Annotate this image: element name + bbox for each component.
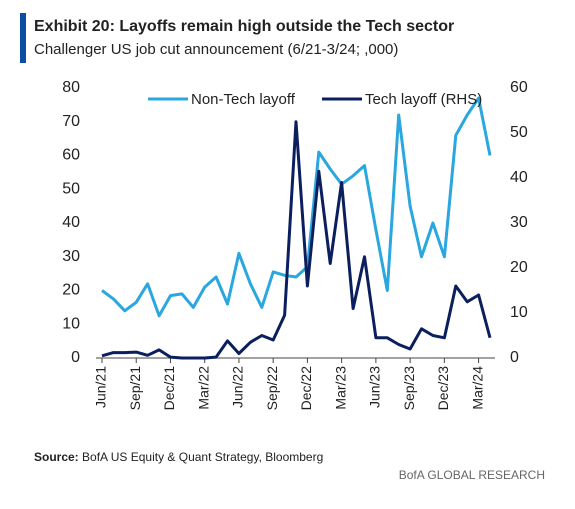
legend-label: Non-Tech layoff	[191, 91, 296, 108]
y-tick-label: 30	[62, 248, 80, 265]
x-tick-label: Sep/23	[401, 366, 417, 411]
x-tick-label: Mar/24	[469, 366, 485, 410]
y-tick-label: 70	[62, 113, 80, 130]
x-tick-label: Jun/22	[230, 366, 246, 408]
y2-tick-label: 20	[510, 259, 528, 276]
source-text: BofA US Equity & Quant Strategy, Bloombe…	[82, 450, 323, 464]
legend-label: Tech layoff (RHS)	[365, 91, 482, 108]
chart-subtitle: Challenger US job cut announcement (6/21…	[34, 41, 398, 58]
x-tick-label: Dec/21	[161, 366, 177, 411]
x-tick-label: Dec/23	[435, 366, 451, 411]
y-tick-label: 0	[71, 349, 80, 366]
source: Source: BofA US Equity & Quant Strategy,…	[34, 450, 323, 464]
y2-tick-label: 50	[510, 124, 528, 141]
title-accent	[20, 13, 26, 63]
series-line	[101, 96, 492, 318]
y2-tick-label: 60	[510, 79, 528, 96]
y-tick-label: 10	[62, 315, 80, 332]
x-tick-label: Jun/23	[367, 366, 383, 408]
x-tick-label: Dec/22	[298, 366, 314, 411]
x-tick-label: Jun/21	[93, 366, 109, 408]
chart-title: Exhibit 20: Layoffs remain high outside …	[34, 18, 454, 35]
y-tick-label: 80	[62, 79, 80, 96]
x-tick-label: Sep/21	[127, 366, 143, 411]
source-label: Source:	[34, 450, 79, 464]
series-line	[101, 120, 492, 360]
y-tick-label: 60	[62, 147, 80, 164]
x-tick-label: Mar/23	[332, 366, 348, 410]
y-tick-label: 50	[62, 180, 80, 197]
x-tick-label: Mar/22	[195, 366, 211, 410]
y2-tick-label: 10	[510, 304, 528, 321]
y2-tick-label: 30	[510, 214, 528, 231]
y2-tick-label: 40	[510, 169, 528, 186]
x-tick-label: Sep/22	[264, 366, 280, 411]
footer: BofA GLOBAL RESEARCH	[399, 468, 545, 482]
y-tick-label: 40	[62, 214, 80, 231]
y-tick-label: 20	[62, 282, 80, 299]
y2-tick-label: 0	[510, 349, 519, 366]
